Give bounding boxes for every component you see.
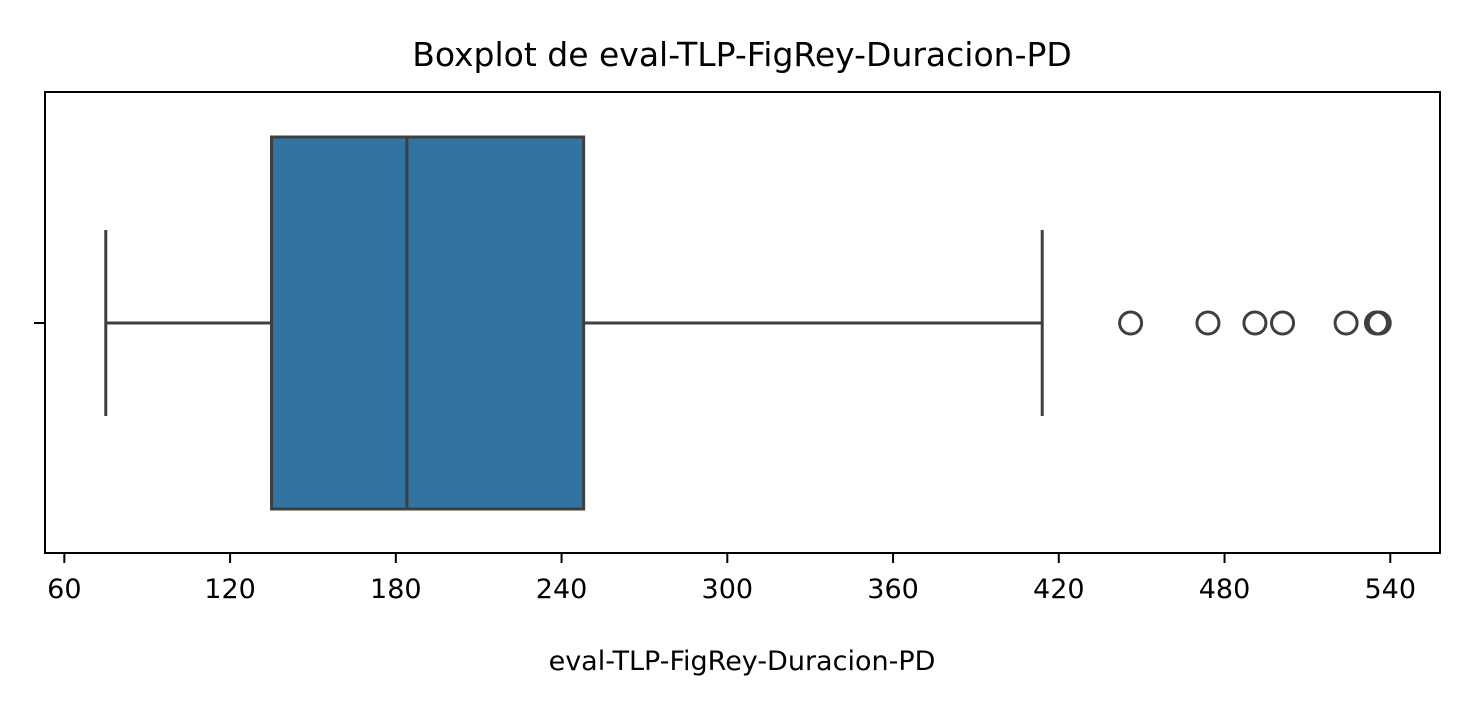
x-tick-label: 300	[702, 574, 754, 605]
chart-title: Boxplot de eval-TLP-FigRey-Duracion-PD	[412, 35, 1072, 74]
x-axis-label: eval-TLP-FigRey-Duracion-PD	[549, 646, 936, 677]
x-tick-label: 420	[1033, 574, 1085, 605]
outlier-point	[1366, 310, 1392, 336]
outlier-point	[1242, 310, 1268, 336]
outlier-point	[1270, 310, 1296, 336]
outlier-point	[1195, 310, 1221, 336]
x-tick-label: 180	[370, 574, 422, 605]
x-tick-label: 60	[47, 574, 81, 605]
x-tick-label: 480	[1199, 574, 1251, 605]
iqr-box	[270, 135, 586, 511]
x-tick-label: 120	[204, 574, 256, 605]
x-axis-ticks: 60 120 180 240 300 360 420 480 540	[47, 553, 1416, 605]
x-tick-label: 360	[867, 574, 919, 605]
outlier-point	[1118, 310, 1144, 336]
x-tick-label: 540	[1365, 574, 1417, 605]
plot-area	[104, 135, 1392, 511]
x-tick-label: 240	[536, 574, 588, 605]
outlier-point	[1333, 310, 1359, 336]
